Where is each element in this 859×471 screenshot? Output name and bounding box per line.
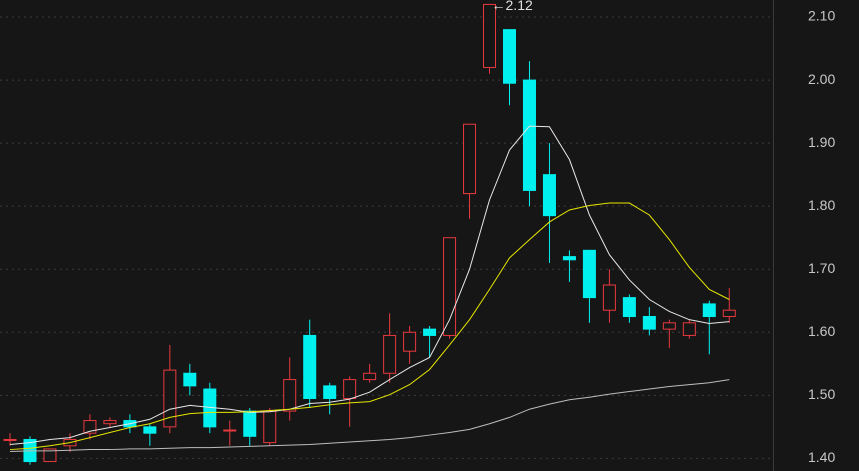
y-tick-label: 1.80 (808, 197, 835, 213)
moving-average-line (9, 202, 730, 451)
candle-body (423, 328, 437, 336)
candle-body (503, 29, 516, 84)
y-tick-label: 2.10 (808, 8, 835, 24)
candle-body (383, 334, 397, 374)
y-tick-label: 1.40 (808, 449, 835, 465)
candle-body (662, 322, 676, 330)
y-tick-label: 1.60 (808, 323, 835, 339)
candle-body (103, 420, 117, 425)
candle-body (343, 379, 357, 399)
moving-average-line (9, 125, 730, 446)
candle-body (403, 331, 417, 352)
candle-body (303, 334, 317, 399)
y-tick-label: 2.00 (808, 71, 835, 87)
candle-body (582, 249, 596, 299)
candle-body (163, 369, 177, 428)
candle-body (562, 256, 576, 261)
candle-body (463, 123, 477, 195)
candle-body (522, 79, 536, 191)
candle-body (43, 448, 57, 463)
candle-body (682, 322, 696, 336)
candle-body (263, 410, 277, 444)
y-tick-label: 1.90 (808, 134, 835, 150)
candle-body (542, 174, 556, 217)
candle-body (642, 316, 656, 330)
candle-body (183, 372, 197, 387)
candle-body (283, 379, 297, 412)
annotation: ←2.12 (492, 0, 533, 13)
candle-body (243, 410, 257, 437)
candle-body (702, 303, 716, 318)
candle-body (483, 3, 497, 68)
candle-body (722, 309, 736, 318)
y-tick-label: 1.70 (808, 260, 835, 276)
y-tick-label: 1.50 (808, 386, 835, 402)
candle-body (3, 438, 17, 441)
candle-body (223, 429, 237, 432)
candle-body (622, 297, 636, 318)
candle-body (83, 420, 97, 434)
candle-body (602, 284, 616, 311)
candle-body (443, 237, 457, 336)
moving-average-line (9, 379, 730, 452)
candle-body (363, 372, 377, 381)
candle-body (323, 385, 337, 399)
candle-body (143, 426, 157, 434)
